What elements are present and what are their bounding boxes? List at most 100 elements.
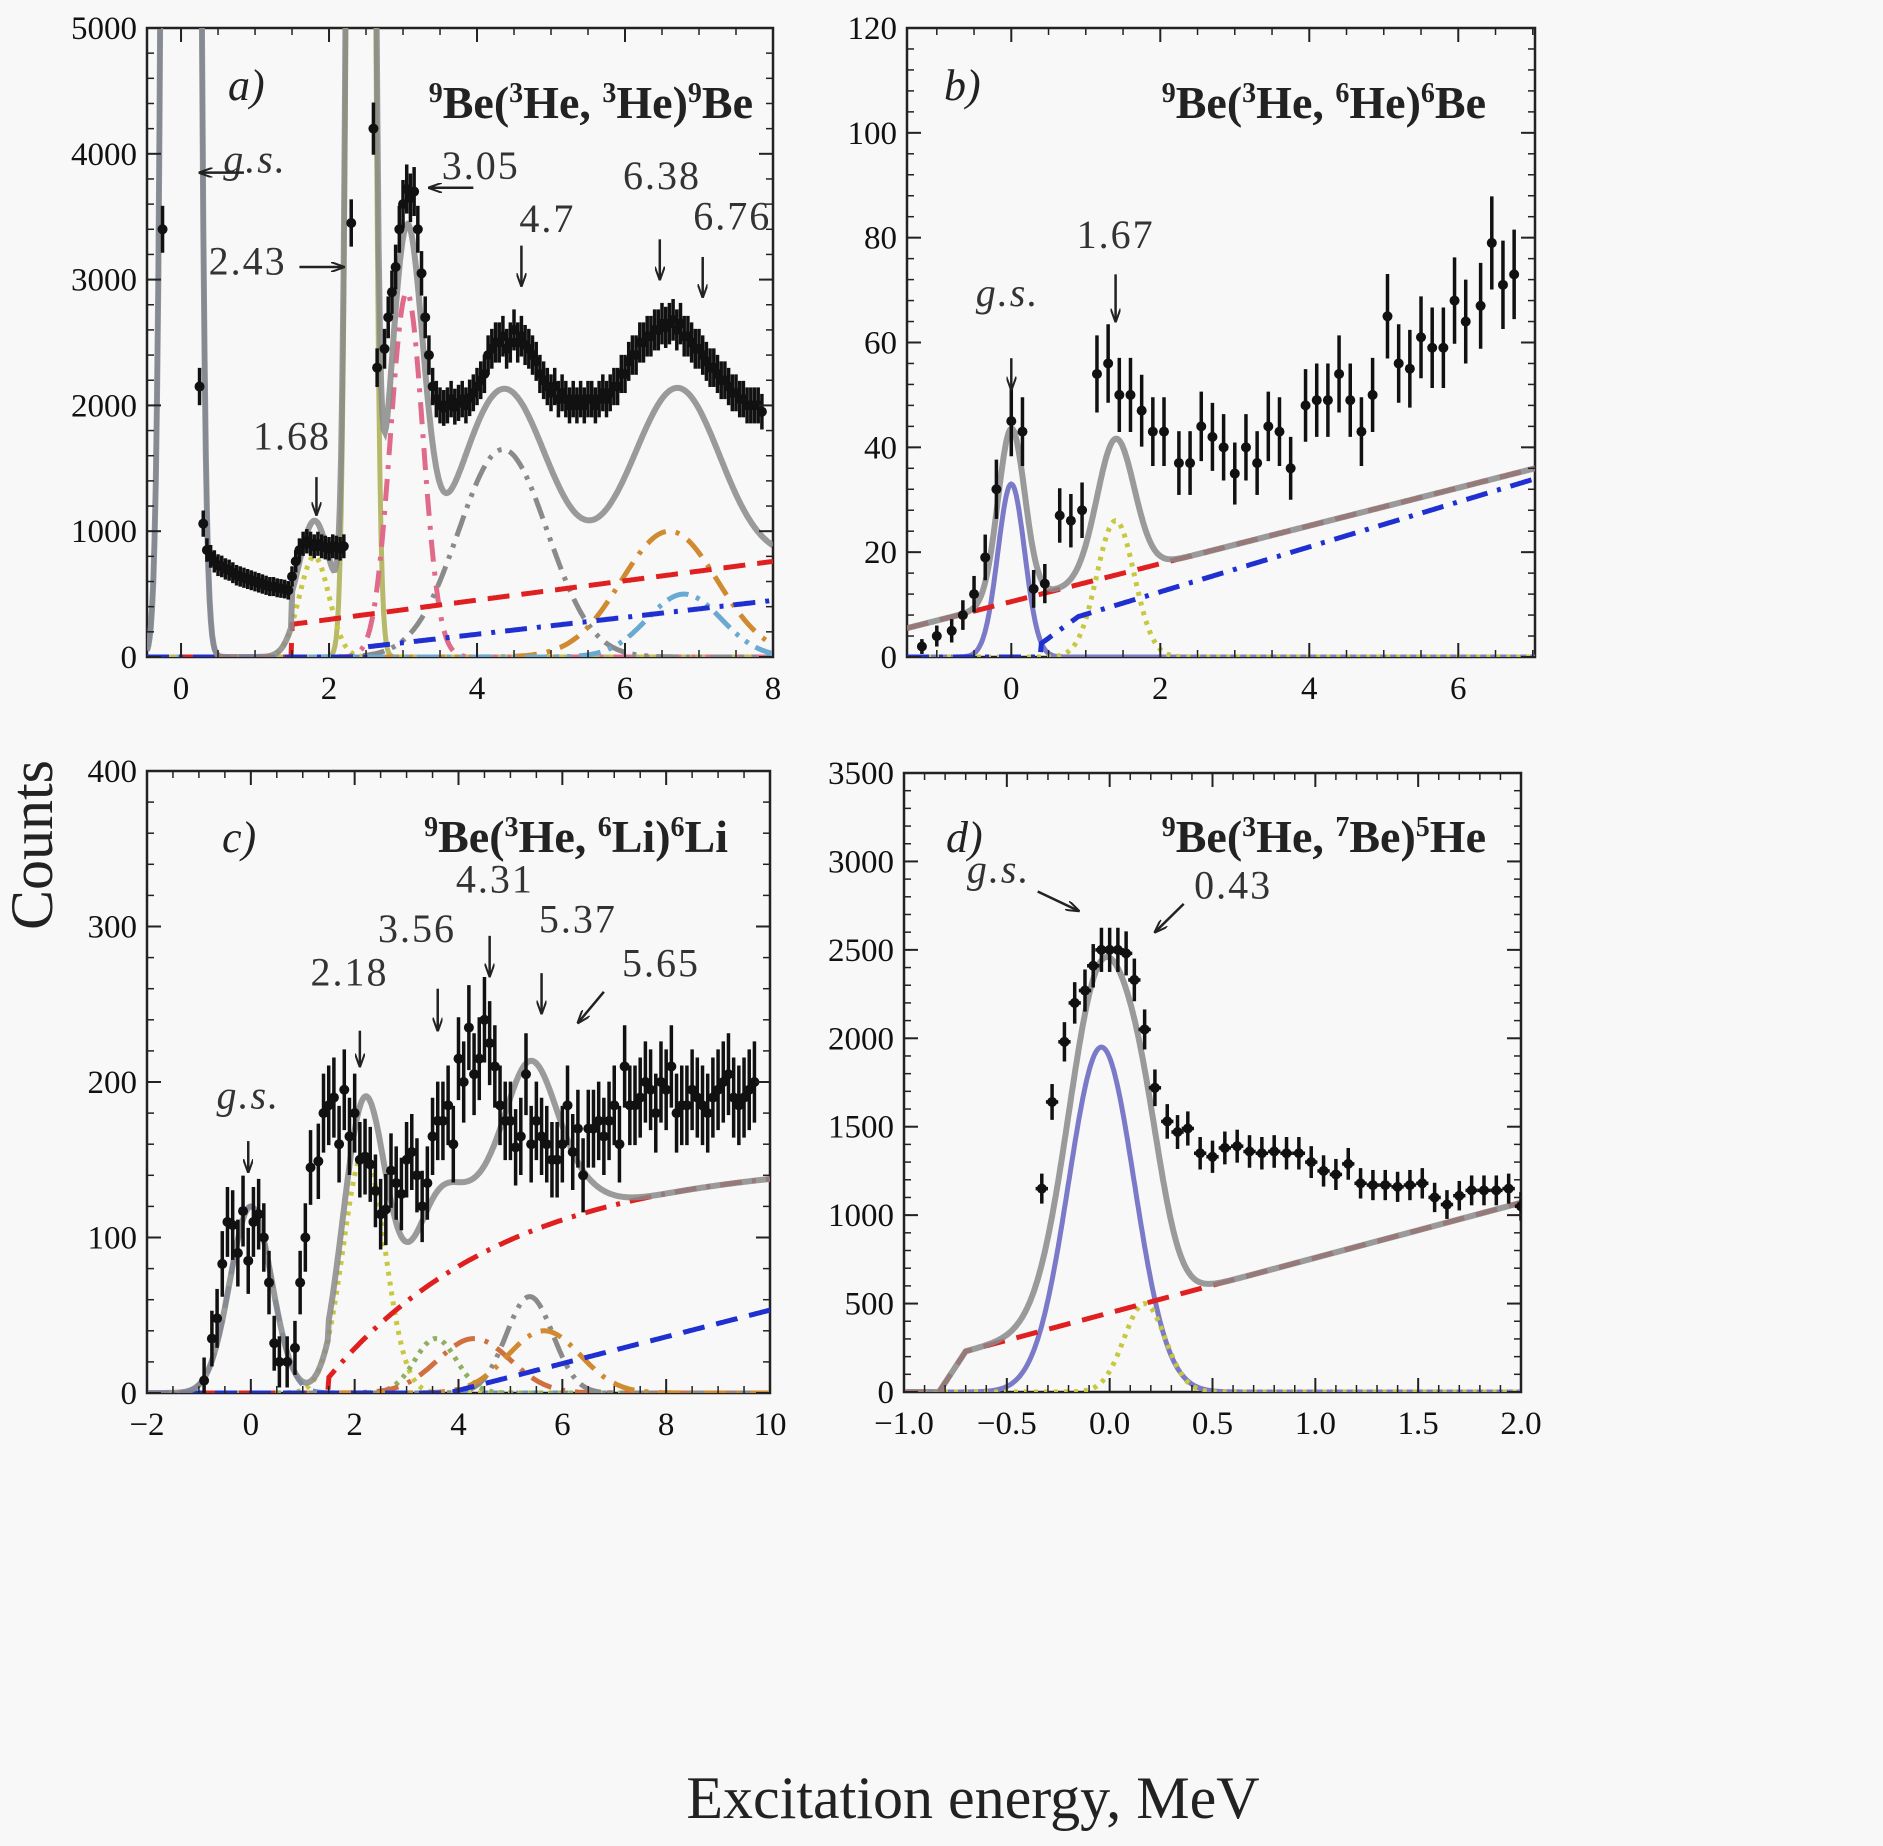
fit-curve-2-18 [147,1149,770,1393]
data-point [1125,357,1136,432]
data-point [531,1081,542,1161]
y-axis-a: 0 1000 2000 3000 4000 5000 [71,11,773,676]
data-point [1138,1009,1151,1050]
title-text: He) [1349,77,1421,128]
data-point [1039,564,1050,604]
title-text: He, [1256,811,1335,862]
data-point [269,1315,280,1371]
data-point [739,1057,750,1138]
data-point [1354,1168,1367,1199]
data-point [764,0,774,5]
data-point [1486,196,1497,290]
data-point [391,1146,402,1220]
data-point [1367,357,1378,432]
data-point [339,1049,350,1131]
data-point [380,1173,391,1246]
y-tick-label: 500 [845,1287,895,1323]
title-text: Be [1435,77,1486,128]
y-tick-label: 4000 [71,137,137,173]
data-point [1391,1171,1404,1202]
data-points-d [1035,927,1521,1221]
data-point [1509,229,1520,320]
arrow-icon [1155,902,1185,932]
title-text: Be) [1349,811,1415,862]
data-point [1136,374,1147,447]
title-superscript: 6 [598,812,612,843]
y-tick-label: 400 [88,754,138,790]
x-axis-label: Excitation energy, MeV [686,1765,1259,1831]
data-point [697,1065,708,1146]
x-axis-d: −1.0 −0.5 0.0 0.5 1.0 1.5 2.0 [874,773,1542,1442]
title-text: Li) [612,811,671,862]
x-tick-label: 0.5 [1192,1406,1233,1442]
x-tick-label: 0 [173,671,190,707]
data-point [243,1227,254,1294]
peak-annotation: 4.7 [519,196,573,286]
data-point [289,1320,300,1375]
data-point [305,1130,316,1205]
data-point [283,581,294,600]
data-point [1078,969,1092,1012]
data-point [300,1203,311,1272]
data-point [572,1089,583,1168]
peak-label: 1.68 [253,413,331,458]
title-text: He [1430,811,1486,862]
data-point [1382,274,1393,359]
data-point [749,1041,760,1123]
data-point [1028,569,1039,608]
data-point [593,1081,604,1161]
data-point [1193,1136,1207,1170]
title-superscript: 9 [424,812,438,843]
title-text: Be( [438,811,504,862]
data-point [1440,1190,1454,1219]
peak-label: 4.31 [456,856,534,901]
data-point [1077,482,1088,538]
x-tick-label: 2 [1152,671,1169,707]
panel-letter-b: b) [944,61,981,110]
data-point [562,1065,573,1146]
data-point [1460,279,1471,364]
data-point [733,1065,744,1146]
y-tick-label: 40 [864,430,897,466]
peak-label: 0.43 [1194,863,1272,908]
data-point [443,1065,454,1146]
data-point [609,1065,620,1146]
data-point [469,1033,480,1116]
data-point [1305,1146,1318,1179]
data-point [946,619,957,643]
data-point [157,205,168,253]
title-superscript: 3 [1242,78,1256,109]
panel-letter-c: c) [222,813,256,862]
data-point [194,367,205,406]
data-point [318,1073,329,1153]
data-point [406,1113,417,1190]
data-point [1280,1136,1293,1170]
peak-annotation: 1.68 [253,413,331,514]
data-point [1196,391,1207,462]
data-point [1502,1173,1515,1204]
data-point [505,1081,516,1161]
panel-letter-d: d) [946,813,983,862]
y-axis-b: 0 20 40 60 80 100 120 [848,11,1535,676]
data-point [386,270,397,314]
x-tick-label: 2 [346,1407,363,1443]
data-point [1342,1147,1355,1180]
data-point [372,348,383,387]
data-point [1416,296,1427,379]
data-point [199,1357,210,1393]
data-point [578,1138,589,1213]
data-point [744,1049,755,1131]
data-point [1268,1135,1281,1168]
data-point [198,510,209,537]
data-point [479,977,490,1063]
annotations-a: g.s. 2.43 1.68 3.05 4.7 6.386.76 [200,137,769,515]
y-tick-label: 3000 [828,844,894,880]
data-point [365,1126,376,1202]
data-point [557,1105,568,1183]
data-point [1103,324,1114,403]
data-point [598,1097,609,1176]
fit-curve-background-2 [147,597,773,657]
x-tick-label: 6 [554,1407,571,1443]
fit-curve-background [904,1200,1521,1392]
data-point [1243,1135,1256,1168]
